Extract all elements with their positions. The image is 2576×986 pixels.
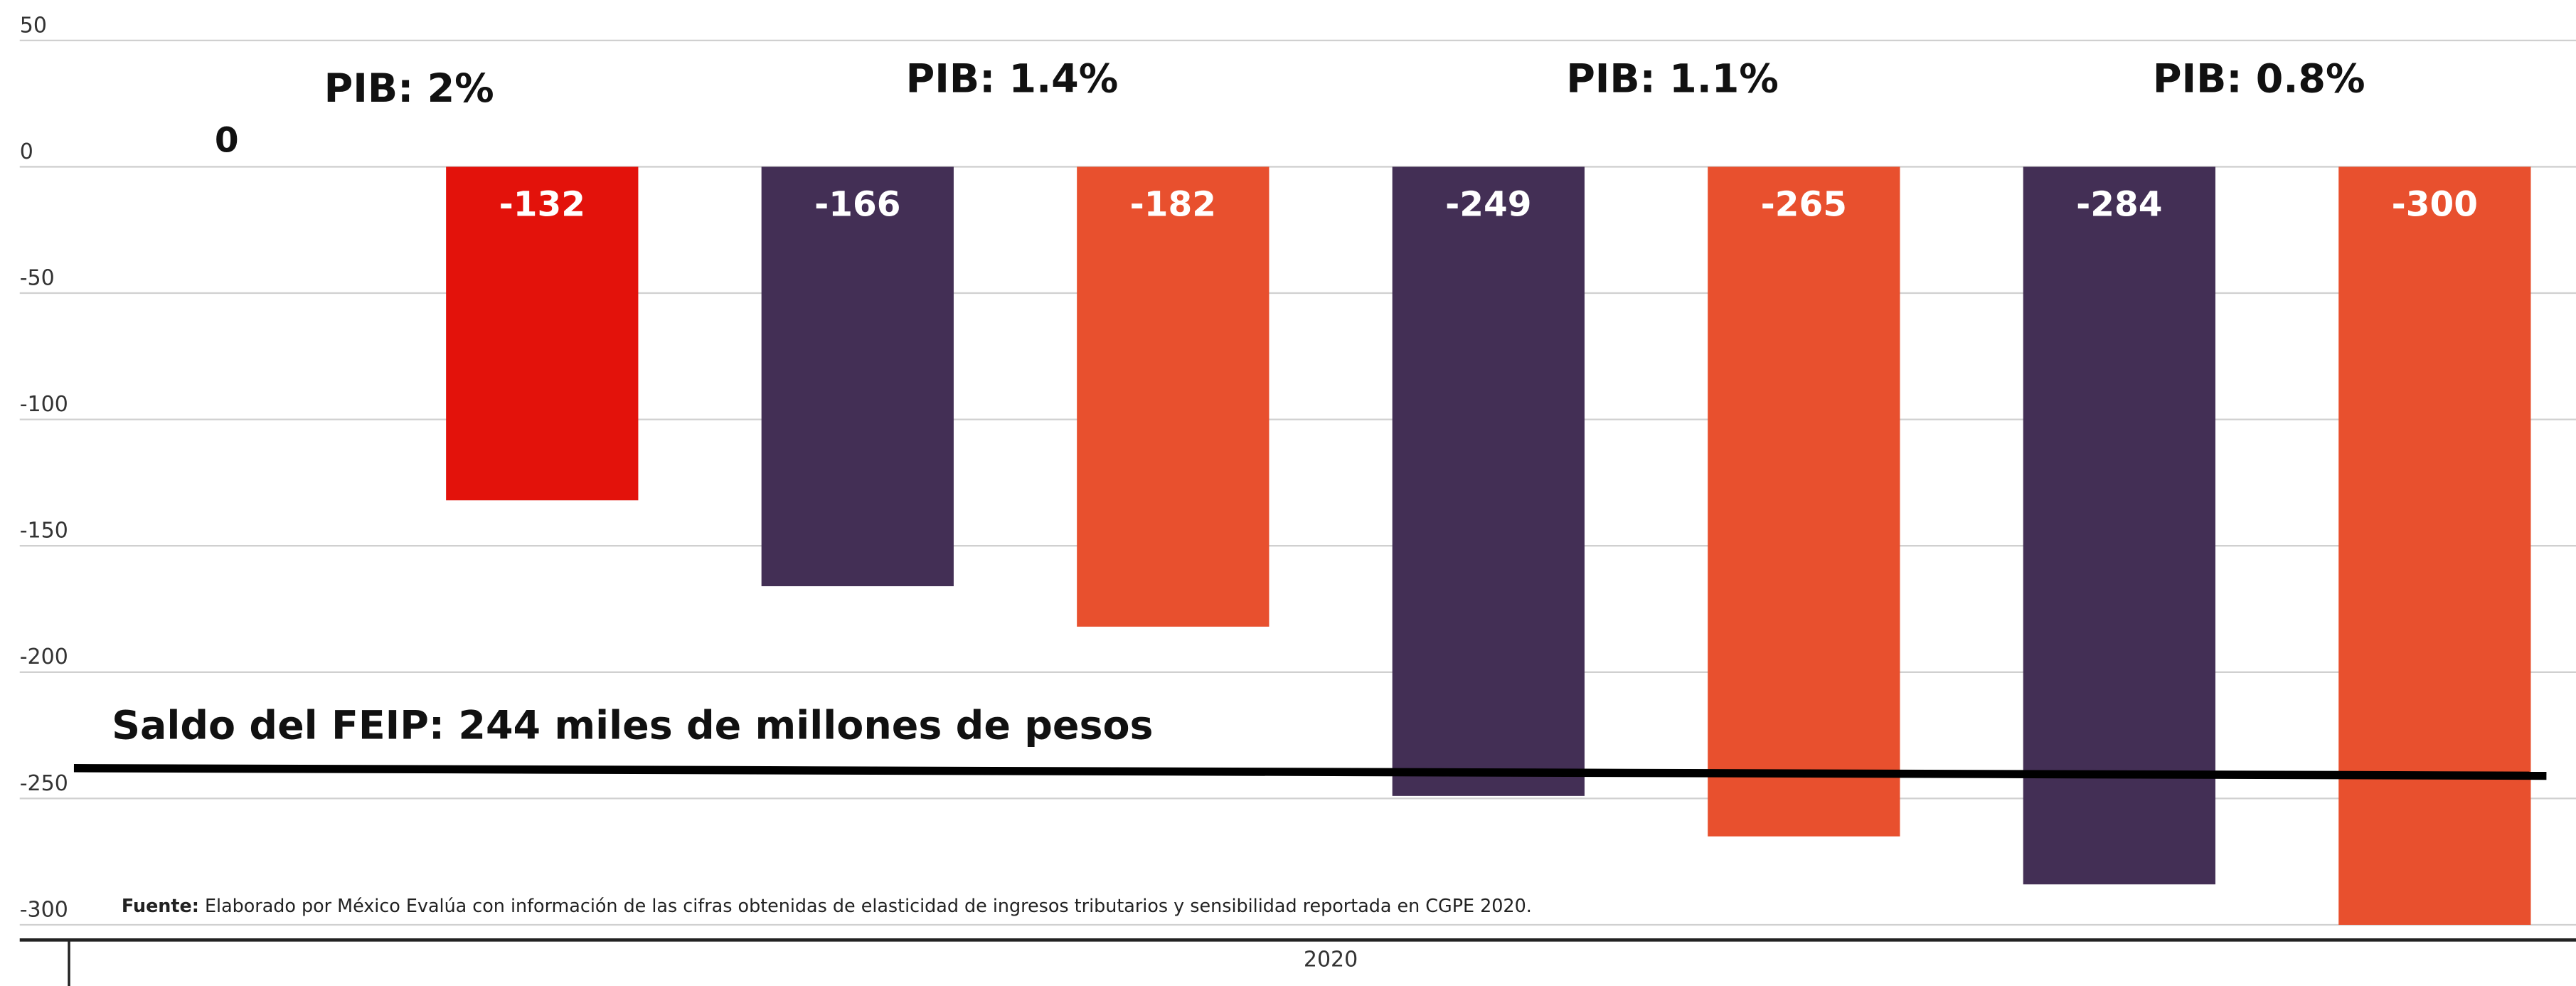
source-text: Elaborado por México Evalúa con informac… [205, 895, 1532, 916]
y-tick-label: -300 [20, 897, 68, 922]
y-tick-label: -250 [20, 771, 68, 796]
data-label: -265 [1761, 185, 1847, 225]
data-label: -182 [1130, 185, 1216, 225]
bar [2023, 166, 2215, 885]
y-tick-label: 0 [20, 139, 33, 164]
bar [761, 166, 954, 587]
y-tick-label: -200 [20, 645, 68, 669]
source-label: Fuente: [122, 895, 199, 916]
reference-line-label: Saldo del FEIP: 244 miles de millones de… [112, 703, 1154, 748]
x-axis-label: 2020 [1304, 947, 1358, 972]
annotation: PIB: 1.4% [906, 56, 1119, 102]
annotation: PIB: 0.8% [2153, 56, 2365, 102]
reference-line [73, 764, 2547, 780]
source-note: Fuente: Elaborado por México Evalúa con … [122, 895, 1532, 916]
data-label: 0 [215, 121, 239, 161]
y-tick-label: -50 [20, 265, 55, 290]
bar [2338, 166, 2531, 925]
data-label: -166 [814, 185, 900, 225]
bar [446, 166, 639, 501]
annotation: PIB: 2% [324, 66, 494, 112]
data-label: -132 [499, 185, 585, 225]
y-tick-label: 50 [20, 13, 47, 38]
y-tick-label: -100 [20, 392, 68, 417]
annotation: PIB: 1.1% [1566, 56, 1779, 102]
bar [1708, 166, 1900, 837]
bar [1077, 166, 1270, 627]
data-label: -249 [1445, 185, 1531, 225]
y-tick-label: -150 [20, 519, 68, 544]
data-label: -284 [2076, 185, 2162, 225]
bar [1392, 166, 1585, 796]
data-label: -300 [2392, 185, 2478, 225]
